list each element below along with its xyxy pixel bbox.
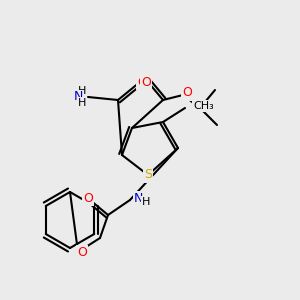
Text: O: O	[77, 245, 87, 259]
Text: H: H	[78, 86, 86, 96]
Text: N: N	[73, 91, 83, 103]
Text: S: S	[144, 169, 152, 182]
Text: N: N	[134, 191, 143, 205]
Text: H: H	[78, 98, 86, 108]
Text: O: O	[141, 76, 151, 88]
Text: O: O	[182, 86, 192, 100]
Text: O: O	[83, 191, 93, 205]
Text: H: H	[142, 197, 150, 207]
Text: O: O	[137, 76, 147, 88]
Text: CH₃: CH₃	[193, 101, 214, 111]
